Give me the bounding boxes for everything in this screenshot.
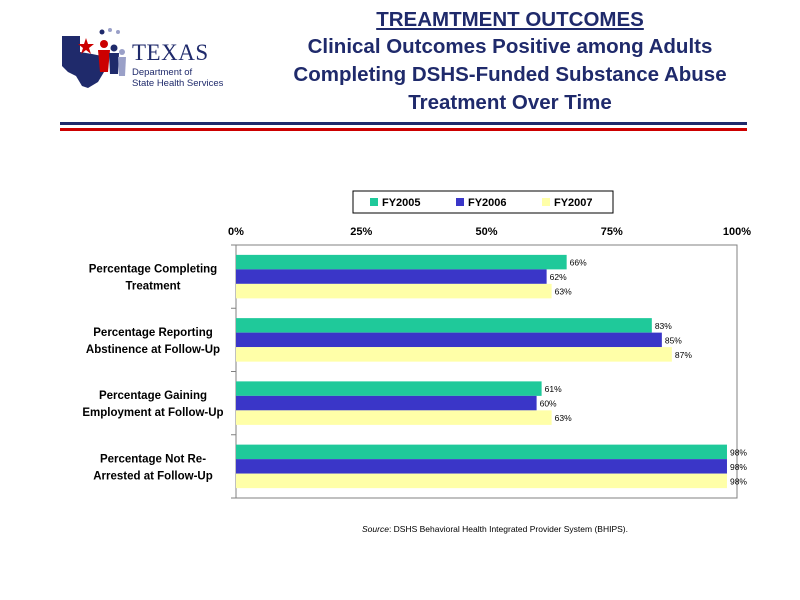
data-label: 63% — [555, 287, 572, 297]
data-label: 98% — [730, 462, 747, 472]
data-label: 83% — [655, 321, 672, 331]
legend-label: FY2005 — [382, 197, 421, 209]
divider-red — [60, 128, 747, 131]
legend-swatch — [370, 198, 378, 206]
x-tick-label: 50% — [475, 226, 497, 238]
bar-fy2007 — [236, 283, 552, 299]
category-label: Treatment — [126, 281, 181, 293]
legend-swatch — [456, 198, 464, 206]
logo-wordmark: TEXAS — [132, 40, 209, 65]
data-label: 98% — [730, 476, 747, 486]
data-label: 66% — [570, 258, 587, 268]
logo-subtitle: Department of State Health Services — [132, 67, 223, 89]
source-label: Source — [362, 524, 389, 534]
bar-fy2006 — [236, 395, 537, 411]
source-text: : DSHS Behavioral Health Integrated Prov… — [388, 524, 628, 534]
bar-fy2007 — [236, 473, 727, 489]
page-subtitle: Clinical Outcomes Positive among Adults … — [293, 35, 727, 114]
legend-label: FY2006 — [468, 197, 507, 209]
data-label: 63% — [555, 413, 572, 423]
data-label: 98% — [730, 447, 747, 457]
x-tick-label: 0% — [228, 226, 244, 238]
page-title: TREAMTMENT OUTCOMES — [376, 8, 644, 31]
category-label: Percentage Completing — [89, 264, 217, 276]
bar-fy2005 — [236, 318, 652, 333]
page-heading: TREAMTMENT OUTCOMES Clinical Outcomes Po… — [255, 6, 765, 117]
data-label: 60% — [540, 399, 557, 409]
data-label: 62% — [550, 272, 567, 282]
logo-line-2: State Health Services — [132, 78, 224, 89]
texas-logo-icon — [62, 28, 126, 88]
category-label: Abstinence at Follow-Up — [86, 344, 220, 356]
legend-label: FY2007 — [554, 197, 593, 209]
x-tick-label: 100% — [723, 226, 751, 238]
bar-fy2007 — [236, 410, 552, 425]
bar-fy2006 — [236, 269, 547, 284]
source-note: Source: DSHS Behavioral Health Integrate… — [330, 524, 660, 534]
category-label: Percentage Gaining — [99, 390, 207, 402]
data-label: 61% — [545, 384, 562, 394]
category-label: Percentage Reporting — [93, 327, 213, 339]
category-label: Percentage Not Re- — [100, 453, 206, 465]
bar-fy2005 — [236, 444, 727, 460]
bar-fy2005 — [236, 381, 542, 396]
data-label: 87% — [675, 350, 692, 360]
divider-navy — [60, 122, 747, 125]
data-label: 85% — [665, 335, 682, 345]
bar-fy2006 — [236, 459, 727, 474]
dshs-logo: TEXAS Department of State Health Service… — [58, 26, 233, 94]
bar-fy2007 — [236, 347, 672, 362]
bar-fy2005 — [236, 254, 567, 270]
category-label: Employment at Follow-Up — [82, 407, 223, 419]
category-label: Arrested at Follow-Up — [93, 470, 212, 482]
x-tick-label: 25% — [350, 226, 372, 238]
bar-fy2006 — [236, 332, 662, 348]
logo-line-1: Department of — [132, 67, 193, 78]
legend-swatch — [542, 198, 550, 206]
x-tick-label: 75% — [601, 226, 623, 238]
legend-box — [352, 190, 614, 214]
